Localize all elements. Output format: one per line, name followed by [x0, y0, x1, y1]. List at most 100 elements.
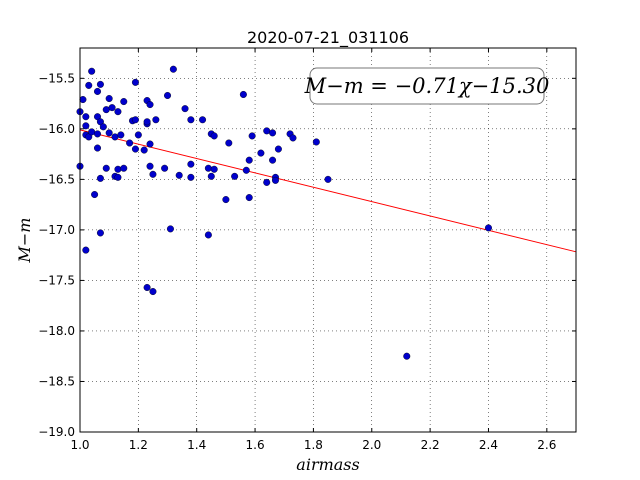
data-point: [134, 131, 142, 139]
annotation-text: M−m = −0.71χ−15.30: [304, 74, 550, 98]
data-point: [181, 105, 189, 113]
data-point: [484, 224, 492, 232]
data-point: [199, 116, 207, 124]
data-point: [85, 81, 93, 89]
data-point: [131, 116, 139, 124]
data-point: [222, 196, 230, 204]
data-point: [105, 95, 113, 103]
data-point: [94, 87, 102, 95]
data-point: [88, 128, 96, 136]
data-point: [126, 139, 134, 147]
data-point: [210, 165, 218, 173]
data-point: [204, 164, 212, 172]
x-tick-label: 2.0: [362, 438, 381, 452]
fit-line-group: [79, 129, 577, 253]
data-point: [187, 160, 195, 168]
x-tick-label: 1.0: [70, 438, 89, 452]
data-point: [175, 171, 183, 179]
data-point: [114, 108, 122, 116]
data-point: [146, 162, 154, 170]
plot-frame: [79, 47, 577, 433]
data-point: [239, 90, 247, 98]
data-point: [102, 164, 110, 172]
data-point: [164, 91, 172, 99]
data-point: [96, 174, 104, 182]
data-point: [102, 106, 110, 114]
data-point: [149, 170, 157, 178]
data-point: [161, 164, 169, 172]
x-tick-label: 1.4: [187, 438, 206, 452]
data-point: [274, 145, 282, 153]
data-point: [242, 166, 250, 174]
data-point: [117, 131, 125, 139]
y-tick-label: −16.5: [38, 172, 75, 186]
data-point: [96, 80, 104, 88]
data-point: [105, 129, 113, 137]
data-point: [82, 113, 90, 121]
data-point: [120, 98, 128, 106]
x-tick-label: 1.6: [246, 438, 265, 452]
x-axis-label: airmass: [296, 455, 359, 474]
y-tick-label: −17.5: [38, 273, 75, 287]
annotation-box: [309, 67, 545, 105]
data-point: [187, 116, 195, 124]
data-point: [91, 191, 99, 199]
equation-annotation: M−m = −0.71χ−15.30: [304, 67, 550, 105]
data-point: [149, 288, 157, 296]
data-points: [76, 65, 492, 360]
data-point: [131, 78, 139, 86]
y-tick-label: −18.0: [38, 324, 75, 338]
x-tick-label: 1.2: [129, 438, 148, 452]
data-point: [82, 122, 90, 130]
data-point: [94, 130, 102, 138]
data-point: [269, 129, 277, 137]
data-point: [143, 283, 151, 291]
y-tick-label: −19.0: [38, 425, 75, 439]
data-point: [114, 173, 122, 181]
axis-ticks: 1.0 1.2 1.4 1.6 1.8 2.0 2.2 2.4 2.6 −15.5 −16.0 −16…: [38, 48, 576, 452]
data-point: [166, 225, 174, 233]
data-point: [271, 176, 279, 184]
data-point: [146, 101, 154, 109]
fit-line: [79, 129, 577, 253]
x-tick-label: 2.4: [479, 438, 498, 452]
data-point: [143, 118, 151, 126]
data-point: [114, 165, 122, 173]
x-tick-label: 2.2: [421, 438, 440, 452]
data-point: [99, 123, 107, 131]
chart-title: 2020-07-21_031106: [247, 28, 409, 48]
data-point: [269, 156, 277, 164]
data-point: [312, 138, 320, 146]
data-point: [248, 132, 256, 140]
data-point: [120, 164, 128, 172]
data-point: [289, 134, 297, 142]
data-point: [257, 149, 265, 157]
y-axis-label: M−m: [15, 218, 34, 264]
data-point: [111, 133, 119, 141]
data-point: [88, 67, 96, 75]
data-point: [152, 116, 160, 124]
data-point: [324, 175, 332, 183]
data-point: [108, 104, 116, 112]
data-point: [207, 172, 215, 180]
data-point: [231, 172, 239, 180]
data-point: [140, 146, 148, 154]
data-point: [245, 156, 253, 164]
data-point: [146, 140, 154, 148]
data-point: [263, 127, 271, 135]
y-tick-label: −16.0: [38, 122, 75, 136]
data-point: [169, 65, 177, 73]
data-point: [79, 96, 87, 104]
data-point: [131, 145, 139, 153]
y-tick-label: −17.0: [38, 223, 75, 237]
y-tick-label: −15.5: [38, 71, 75, 85]
data-point: [403, 352, 411, 360]
data-point: [94, 144, 102, 152]
data-point: [187, 173, 195, 181]
data-point: [82, 246, 90, 254]
x-tick-label: 1.8: [304, 438, 323, 452]
data-point: [245, 194, 253, 202]
data-point: [96, 229, 104, 237]
data-point: [225, 139, 233, 147]
